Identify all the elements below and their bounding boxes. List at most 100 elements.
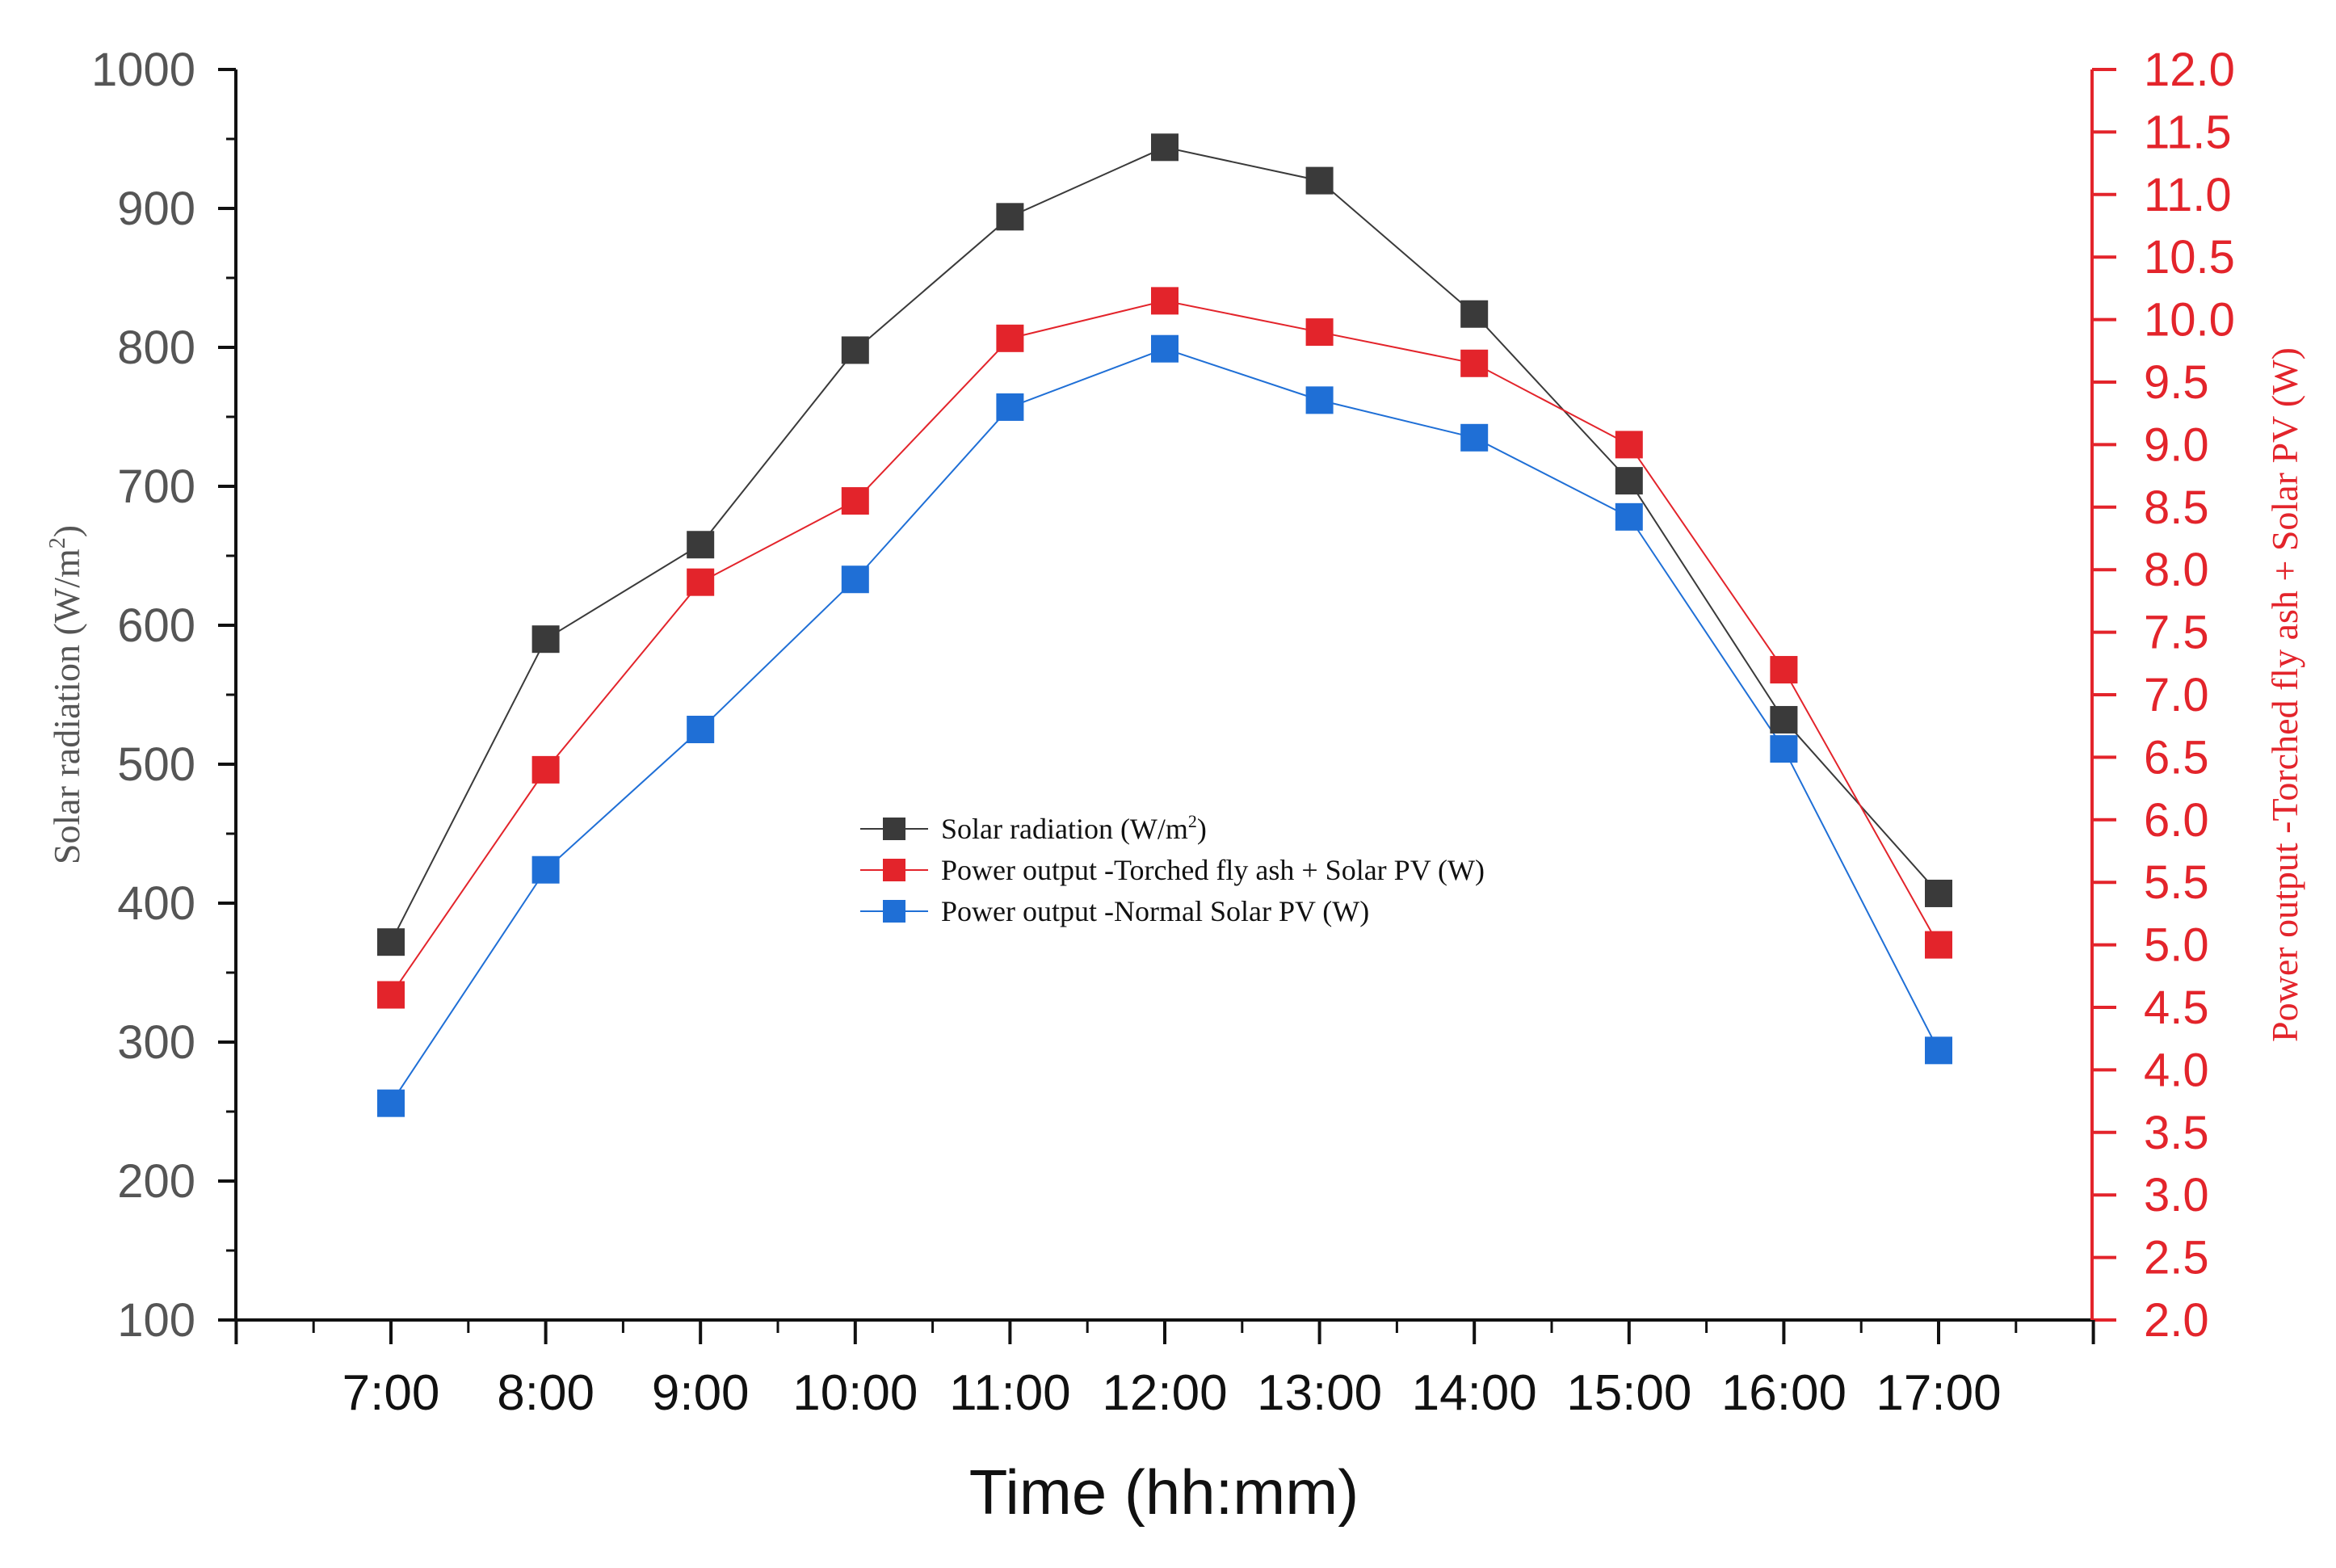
- right-tick-label: 10.0: [2144, 294, 2235, 347]
- legend-label-main: Power output -Torched fly ash + Solar PV…: [941, 854, 1485, 886]
- x-tick-label: 11:00: [949, 1365, 1071, 1421]
- data-point: [1305, 318, 1334, 347]
- data-point: [1151, 334, 1179, 363]
- data-point: [1770, 656, 1798, 684]
- x-tick-label: 8:00: [497, 1365, 595, 1421]
- right-tick-label: 4.5: [2144, 982, 2209, 1034]
- right-tick-label: 3.5: [2144, 1107, 2209, 1159]
- right-tick-label: 7.5: [2144, 607, 2209, 659]
- data-point: [996, 203, 1024, 231]
- data-point: [1770, 735, 1798, 763]
- right-tick-label: 8.0: [2144, 544, 2209, 596]
- left-axis-title-main: Solar radiation (W/m: [46, 549, 87, 864]
- x-axis-ticks: 7:00 8:00 9:00 10:00 11:00 12:00 13:00 14:00 15:…: [234, 1320, 2095, 1421]
- data-point: [377, 1089, 405, 1117]
- left-tick-label: 300: [117, 1016, 195, 1069]
- right-tick-label: 6.0: [2144, 794, 2209, 847]
- data-point: [1151, 133, 1179, 162]
- right-axis-title: Power output -Torched fly ash + Solar PV…: [2264, 347, 2305, 1042]
- right-tick-label: 5.0: [2144, 919, 2209, 972]
- legend: Solar radiation (W/m2) Power output -Torc…: [860, 811, 1485, 927]
- right-tick-label: 10.5: [2144, 231, 2235, 284]
- left-axis-title-sup: 2: [45, 537, 70, 549]
- right-tick-label: 9.0: [2144, 418, 2209, 471]
- left-axis-title: Solar radiation (W/m2): [45, 525, 87, 864]
- x-tick-label: 13:00: [1257, 1365, 1382, 1421]
- legend-label: Solar radiation (W/m2): [941, 811, 1207, 845]
- legend-marker: [883, 859, 905, 881]
- left-tick-label: 500: [117, 738, 195, 791]
- data-point: [1305, 386, 1334, 414]
- right-tick-label: 8.5: [2144, 481, 2209, 534]
- x-tick-label: 9:00: [652, 1365, 750, 1421]
- right-tick-label: 6.5: [2144, 731, 2209, 784]
- right-axis-ticks: 2.0 2.5 3.0 3.5 4.0 4.5 5.0 5.5 6.0 6.5 7.0 7.5 8.0 8…: [2092, 44, 2235, 1347]
- data-point: [1151, 287, 1179, 315]
- x-tick-label: 14:00: [1412, 1365, 1537, 1421]
- right-tick-label: 7.0: [2144, 669, 2209, 721]
- data-point: [1615, 467, 1643, 495]
- legend-label-main: Power output -Normal Solar PV (W): [941, 895, 1369, 927]
- left-tick-label: 1000: [91, 44, 195, 96]
- data-point: [1615, 502, 1643, 531]
- plot-frame: [234, 69, 2094, 1322]
- data-point: [531, 625, 560, 654]
- data-point: [377, 981, 405, 1009]
- x-axis-title: Time (hh:mm): [969, 1457, 1359, 1528]
- data-point: [687, 568, 715, 596]
- data-point: [531, 855, 560, 884]
- data-point: [841, 336, 869, 364]
- data-point: [996, 393, 1024, 421]
- data-point: [1460, 349, 1489, 377]
- legend-label: Power output -Normal Solar PV (W): [941, 895, 1369, 927]
- data-point: [841, 487, 869, 515]
- data-point: [1770, 705, 1798, 734]
- data-point: [996, 324, 1024, 352]
- left-axis-title-suffix: ): [46, 525, 87, 537]
- right-tick-label: 11.0: [2144, 169, 2232, 221]
- x-tick-label: 17:00: [1876, 1365, 2001, 1421]
- right-tick-label: 11.5: [2144, 106, 2232, 158]
- series-line: [390, 347, 1939, 1104]
- legend-label-suffix: ): [1197, 813, 1207, 845]
- x-tick-label: 12:00: [1102, 1365, 1227, 1421]
- left-tick-label: 400: [117, 877, 195, 930]
- data-point: [377, 928, 405, 956]
- data-point: [531, 755, 560, 784]
- x-tick-label: 15:00: [1566, 1365, 1691, 1421]
- data-point: [841, 565, 869, 594]
- data-point: [687, 716, 715, 743]
- x-tick-label: 10:00: [792, 1365, 918, 1421]
- legend-label-main: Solar radiation (W/m: [941, 813, 1188, 845]
- data-point: [1925, 1036, 1952, 1065]
- right-tick-label: 2.0: [2144, 1294, 2209, 1347]
- right-tick-label: 12.0: [2144, 44, 2235, 96]
- left-tick-label: 800: [117, 322, 195, 374]
- series-layer: [377, 133, 1952, 1117]
- data-point: [1460, 300, 1489, 328]
- right-tick-label: 2.5: [2144, 1232, 2209, 1284]
- series-line: [390, 300, 1939, 996]
- legend-label-sup: 2: [1188, 811, 1197, 831]
- data-point: [1460, 423, 1489, 452]
- data-point: [1925, 879, 1952, 907]
- data-point: [1305, 166, 1334, 195]
- legend-marker: [883, 818, 905, 840]
- left-tick-label: 900: [117, 183, 195, 235]
- left-tick-label: 200: [117, 1155, 195, 1208]
- data-point: [687, 531, 715, 559]
- x-tick-label: 16:00: [1721, 1365, 1847, 1421]
- right-tick-label: 4.0: [2144, 1044, 2209, 1096]
- left-tick-label: 700: [117, 460, 195, 513]
- left-axis-ticks: 100 200 300 400 500 600 700 800 900 1000: [91, 44, 236, 1347]
- x-tick-label: 7:00: [342, 1365, 440, 1421]
- right-tick-label: 9.5: [2144, 356, 2209, 409]
- right-tick-label: 5.5: [2144, 856, 2209, 909]
- left-tick-label: 100: [117, 1294, 195, 1347]
- legend-marker: [883, 900, 905, 923]
- legend-label: Power output -Torched fly ash + Solar PV…: [941, 854, 1485, 886]
- left-tick-label: 600: [117, 599, 195, 652]
- data-point: [1615, 431, 1643, 459]
- right-tick-label: 3.0: [2144, 1169, 2209, 1221]
